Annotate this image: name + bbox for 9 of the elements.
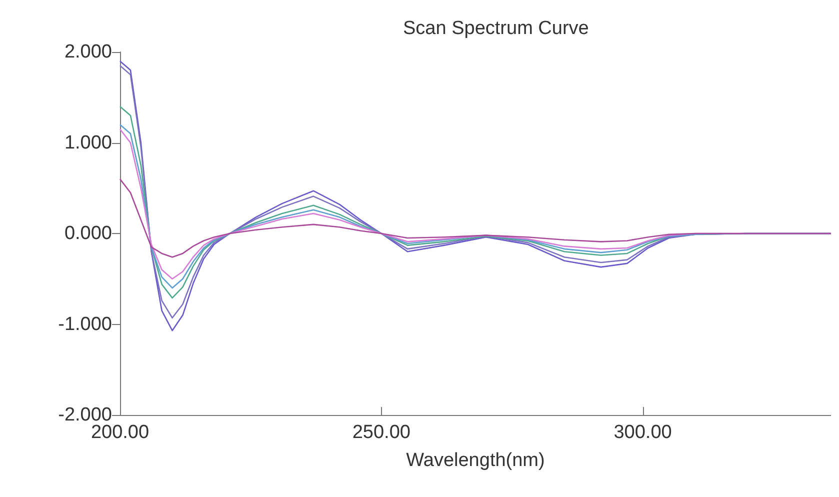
y-tick-label: -1.000 bbox=[58, 314, 112, 335]
y-tick-label: 1.000 bbox=[64, 132, 112, 154]
y-tick-label: 0.000 bbox=[64, 223, 112, 244]
chart-title: Scan Spectrum Curve bbox=[403, 18, 589, 39]
x-tick-label: 300.00 bbox=[614, 422, 672, 443]
x-axis-title: Wavelength(nm) bbox=[406, 450, 545, 471]
y-tick-label: 2.000 bbox=[64, 42, 112, 62]
x-tick-label: 250.00 bbox=[352, 422, 410, 443]
line-series bbox=[119, 178, 831, 258]
